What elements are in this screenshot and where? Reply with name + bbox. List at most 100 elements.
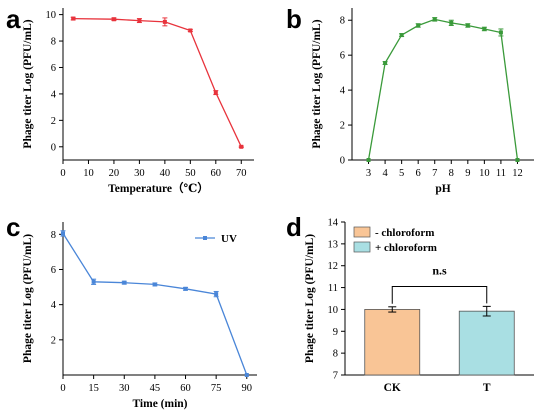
data-point bbox=[111, 17, 116, 22]
bar bbox=[364, 309, 421, 376]
x-tick-label: 6 bbox=[416, 168, 421, 179]
bar bbox=[458, 310, 515, 376]
y-tick-label: 6 bbox=[51, 63, 56, 74]
x-tick-label: 0 bbox=[60, 383, 65, 394]
y-tick-label: 10 bbox=[328, 305, 339, 316]
x-tick-label: 30 bbox=[119, 383, 130, 394]
data-point bbox=[91, 279, 96, 284]
y-tick-label: 10 bbox=[46, 10, 57, 21]
x-tick-label: 15 bbox=[88, 383, 99, 394]
x-tick-label: 45 bbox=[150, 383, 161, 394]
data-point bbox=[498, 30, 503, 35]
data-point bbox=[399, 33, 404, 38]
data-point bbox=[122, 280, 127, 285]
x-tick-label: 70 bbox=[236, 168, 247, 179]
chart-panel-c: c 2 4 6 8 Phage titer Log (PFU/mL) 0 15 30 45 60 75… bbox=[6, 212, 257, 410]
y-tick-label: 0 bbox=[340, 156, 345, 167]
y-tick-label: 9 bbox=[333, 327, 338, 338]
x-tick-label: 3 bbox=[366, 168, 371, 179]
y-tick-label: 12 bbox=[328, 261, 339, 272]
x-tick-label: 11 bbox=[496, 168, 506, 179]
y-tick-label: 6 bbox=[340, 51, 345, 62]
x-tick-label: T bbox=[483, 382, 491, 394]
y-tick-label: 11 bbox=[328, 283, 338, 294]
x-tick-label: 50 bbox=[185, 168, 196, 179]
data-point bbox=[416, 23, 421, 28]
y-tick-label: 2 bbox=[51, 116, 56, 127]
y-tick-label: 4 bbox=[340, 86, 346, 97]
data-point bbox=[152, 282, 157, 287]
y-tick-label: 8 bbox=[51, 230, 56, 241]
data-point bbox=[465, 23, 470, 28]
y-tick-label: 2 bbox=[340, 121, 345, 132]
data-point bbox=[188, 28, 193, 33]
x-axis-label: pH bbox=[435, 183, 450, 195]
data-point bbox=[162, 19, 167, 24]
chart-panel-a: a 0 2 4 6 8 10 Phage titer Log (PFU/mL) 0 10 20 30 4… bbox=[6, 4, 254, 195]
x-tick-label: 60 bbox=[211, 168, 222, 179]
data-point bbox=[432, 17, 437, 22]
x-tick-label: 75 bbox=[211, 383, 222, 394]
data-point bbox=[449, 20, 454, 25]
x-tick-label: 8 bbox=[449, 168, 454, 179]
y-axis-label: Phage titer Log (PFU/mL) bbox=[22, 19, 34, 148]
x-tick-label: 90 bbox=[242, 383, 253, 394]
data-point bbox=[214, 292, 219, 297]
y-axis-label: Phage titer Log (PFU/mL) bbox=[304, 234, 316, 363]
x-tick-label: 7 bbox=[432, 168, 437, 179]
legend-label: UV bbox=[221, 233, 237, 245]
panel-label: c bbox=[6, 212, 20, 242]
y-tick-label: 2 bbox=[51, 335, 56, 346]
x-tick-label: 30 bbox=[134, 168, 145, 179]
legend-swatch bbox=[353, 241, 371, 253]
panel-label: a bbox=[6, 4, 21, 34]
y-tick-label: 13 bbox=[328, 239, 339, 250]
series-line bbox=[73, 17, 242, 148]
y-tick-label: 7 bbox=[333, 371, 338, 382]
y-tick-label: 8 bbox=[340, 16, 345, 27]
panel-label: b bbox=[286, 4, 302, 34]
x-tick-label: 20 bbox=[109, 168, 120, 179]
significance-bracket bbox=[391, 285, 488, 304]
legend-marker bbox=[203, 236, 207, 240]
x-tick-label: 5 bbox=[399, 168, 404, 179]
data-point bbox=[482, 26, 487, 31]
significance-label: n.s bbox=[432, 263, 447, 277]
x-tick-label: CK bbox=[384, 382, 401, 394]
legend-label: - chloroform bbox=[375, 227, 434, 239]
data-point bbox=[183, 286, 188, 291]
x-tick-label: 40 bbox=[160, 168, 171, 179]
x-tick-label: 4 bbox=[382, 168, 388, 179]
y-tick-label: 6 bbox=[51, 265, 56, 276]
legend-label: + chloroform bbox=[375, 242, 437, 254]
x-tick-label: 9 bbox=[465, 168, 470, 179]
data-point bbox=[61, 231, 65, 236]
y-tick-label: 14 bbox=[328, 218, 339, 229]
x-axis-label: Temperature（℃） bbox=[108, 181, 209, 195]
data-point bbox=[213, 90, 218, 95]
data-point bbox=[515, 158, 520, 162]
data-point bbox=[71, 16, 76, 21]
data-point bbox=[239, 144, 244, 149]
x-tick-label: 12 bbox=[512, 168, 523, 179]
data-point bbox=[244, 373, 249, 377]
y-axis-label: Phage titer Log (PFU/mL) bbox=[22, 234, 34, 363]
chart-panel-d: d 7 8 9 10 11 12 13 14 Phage titer Log (PFU/mL) CK… bbox=[286, 212, 534, 394]
panel-label: d bbox=[286, 212, 302, 242]
y-tick-label: 8 bbox=[51, 37, 56, 48]
y-tick-label: 8 bbox=[333, 349, 338, 360]
x-tick-label: 10 bbox=[83, 168, 94, 179]
series-line bbox=[62, 233, 248, 376]
x-axis-label: Time (min) bbox=[132, 398, 187, 410]
series-line bbox=[367, 18, 519, 161]
y-tick-label: 4 bbox=[51, 89, 57, 100]
data-point bbox=[383, 61, 388, 66]
y-tick-label: 0 bbox=[51, 142, 56, 153]
data-point bbox=[366, 158, 371, 162]
legend-swatch bbox=[353, 226, 371, 238]
x-tick-label: 0 bbox=[60, 168, 65, 179]
y-axis-label: Phage titer Log (PFU/mL) bbox=[311, 19, 323, 148]
x-tick-label: 10 bbox=[479, 168, 490, 179]
